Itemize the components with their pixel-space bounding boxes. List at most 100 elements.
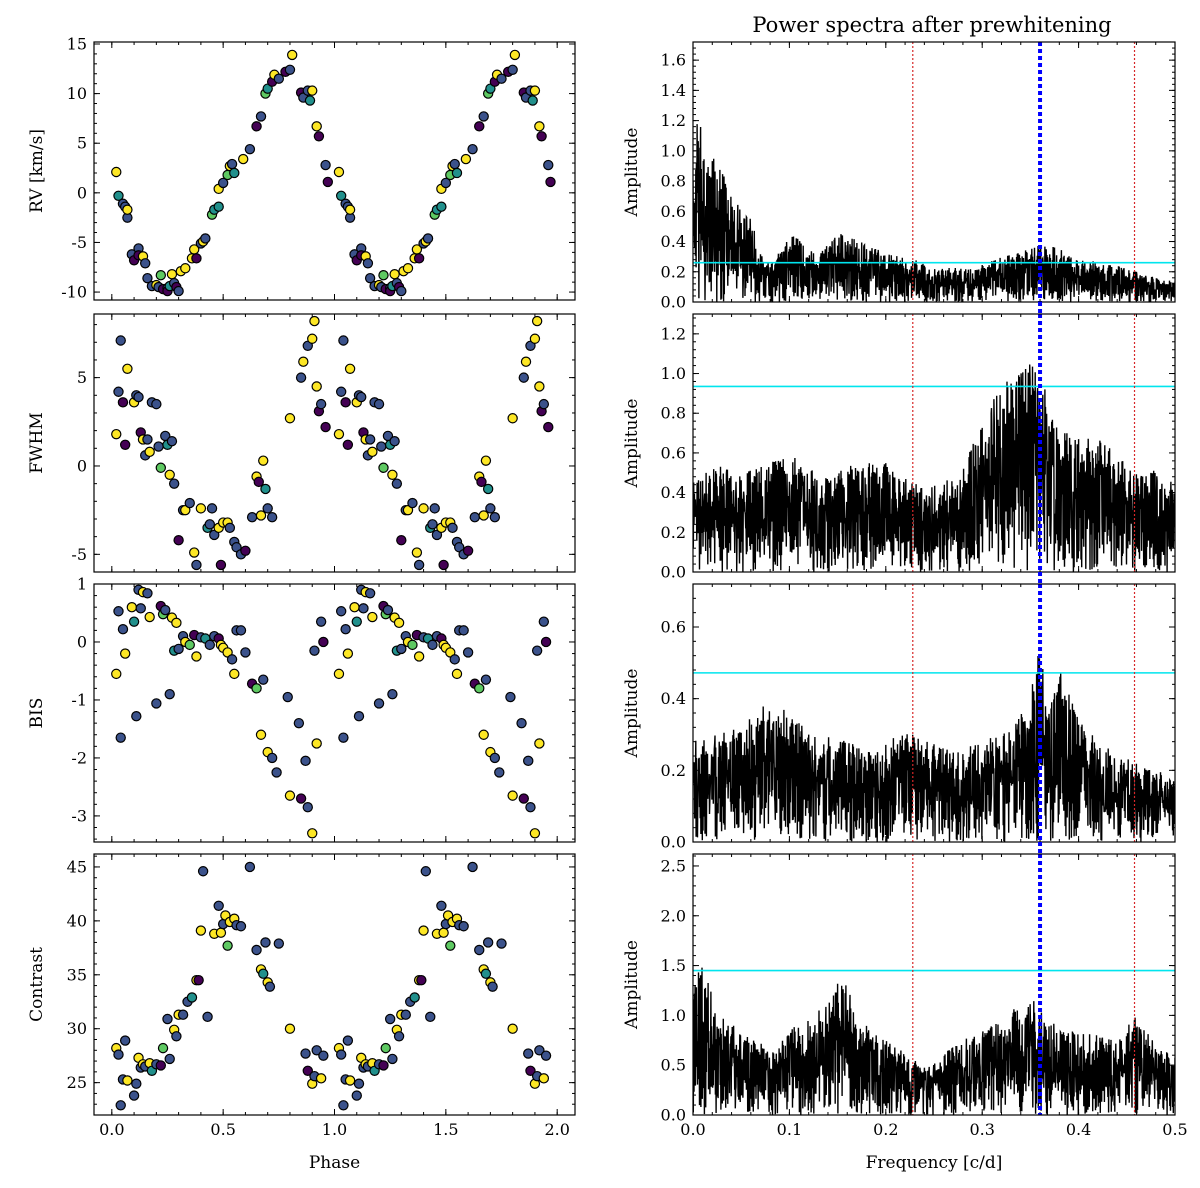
data-point <box>458 921 469 932</box>
y-tick-label: 45 <box>67 857 87 876</box>
data-point <box>186 992 198 1003</box>
data-point <box>440 177 452 189</box>
data-point <box>447 522 458 534</box>
data-point <box>117 397 129 408</box>
plot-frame <box>93 853 576 1116</box>
data-point <box>155 1060 167 1071</box>
data-point <box>164 688 175 700</box>
data-point <box>111 668 122 680</box>
scatter-panel-fwhm: -5 0 5 FWHM <box>27 313 576 573</box>
data-point <box>536 131 547 142</box>
data-point <box>206 503 218 514</box>
data-point <box>315 398 327 410</box>
data-point <box>507 790 518 801</box>
data-point <box>311 738 322 749</box>
data-point <box>333 166 345 178</box>
data-point <box>168 478 180 489</box>
data-point <box>543 421 554 433</box>
data-point <box>387 688 398 700</box>
y-tick-label: 0 <box>77 456 87 475</box>
data-point <box>467 143 478 155</box>
data-point <box>246 512 258 523</box>
data-point <box>262 503 273 514</box>
y-axis-label: Amplitude <box>622 669 642 759</box>
data-point <box>151 398 162 410</box>
y-tick-label: 0.6 <box>661 618 686 637</box>
data-point <box>260 937 271 948</box>
data-point <box>162 1013 173 1025</box>
data-point <box>364 434 376 445</box>
amplitude-spectrum-line <box>693 655 1175 842</box>
data-point <box>166 436 178 447</box>
data-point <box>171 1031 182 1042</box>
data-point <box>523 755 534 767</box>
data-point <box>184 639 195 651</box>
spectrum-layer <box>693 584 1175 842</box>
data-point <box>396 285 407 297</box>
y-tick-label: 0 <box>77 632 87 651</box>
x-tick-label: 1.5 <box>433 1120 458 1139</box>
x-tick-label: 0.5 <box>210 1120 235 1139</box>
data-point <box>467 861 478 873</box>
data-point <box>171 617 182 629</box>
spectrum-layer <box>693 314 1175 572</box>
data-point <box>387 469 398 481</box>
y-tick-label: 0.0 <box>661 563 686 582</box>
data-point <box>128 616 140 627</box>
data-point <box>235 625 247 636</box>
data-point <box>540 636 552 648</box>
data-point <box>318 1050 329 1061</box>
data-point <box>251 683 262 694</box>
data-point <box>393 617 405 629</box>
data-point <box>400 1009 411 1020</box>
data-point <box>335 386 347 397</box>
data-point <box>389 436 400 447</box>
data-point <box>217 177 229 189</box>
data-point <box>529 828 541 839</box>
y-axis-label: Amplitude <box>622 399 642 489</box>
data-point <box>115 732 126 743</box>
data-point <box>195 503 207 514</box>
data-point <box>338 732 349 743</box>
data-point <box>307 85 318 96</box>
right-column-title: Power spectra after prewhitening <box>752 13 1111 37</box>
data-point <box>478 111 489 122</box>
data-point <box>177 1009 189 1020</box>
data-point <box>173 534 184 546</box>
data-point <box>240 545 251 556</box>
x-tick-label: 0.0 <box>99 1120 124 1139</box>
data-point <box>460 153 472 165</box>
data-point <box>480 455 492 466</box>
plot-frame <box>692 853 1176 1116</box>
data-point <box>253 476 264 488</box>
data-point <box>333 668 345 680</box>
data-point <box>311 121 322 132</box>
data-point <box>474 121 485 132</box>
data-point <box>342 439 354 450</box>
data-point <box>313 131 325 142</box>
data-point <box>482 483 494 495</box>
data-point <box>476 476 487 488</box>
plot-background <box>693 42 1175 302</box>
y-tick-label: 1 <box>77 575 87 594</box>
data-point <box>534 738 545 749</box>
y-axis-label: BIS <box>27 698 47 729</box>
data-point <box>140 258 151 269</box>
data-point <box>173 285 184 297</box>
y-tick-label: 0.0 <box>661 1106 686 1125</box>
data-point <box>480 968 492 979</box>
data-point <box>534 121 545 132</box>
y-tick-label: 2.0 <box>661 906 686 925</box>
data-point <box>222 940 233 951</box>
data-point <box>458 625 469 636</box>
scatter-points <box>111 49 556 297</box>
data-point <box>144 611 155 623</box>
plot-frame <box>692 41 1176 303</box>
data-point <box>496 73 507 84</box>
data-point <box>307 828 318 839</box>
data-point <box>333 428 345 440</box>
data-point <box>304 95 316 106</box>
data-point <box>487 981 498 992</box>
data-point <box>407 639 418 651</box>
